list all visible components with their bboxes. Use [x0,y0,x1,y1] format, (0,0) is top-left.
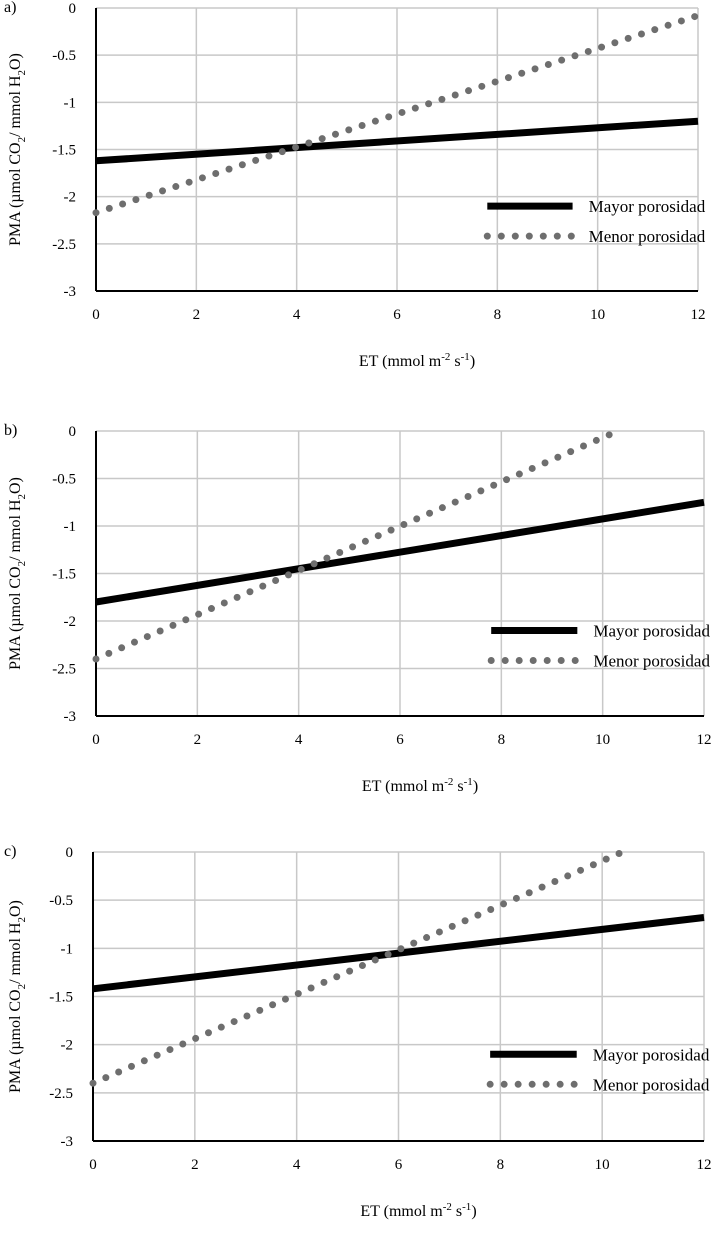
y-tick-label: -1 [61,941,74,957]
x-tick-label: 6 [393,307,401,323]
x-tick-label: 10 [595,732,610,748]
x-tick-label: 4 [293,307,301,323]
y-axis-title: PMA (µmol CO2/ mmol H2O) [7,477,28,670]
x-tick-label: 2 [191,1157,199,1173]
x-tick-label: 12 [697,1157,712,1173]
legend-label-mayor: Mayor porosidad [593,1045,710,1064]
panel-label: c) [4,843,16,860]
x-tick-label: 8 [494,307,502,323]
series-line-menor-porosidad [89,848,626,1087]
y-tick-label: -2 [64,614,77,630]
chart-panel-2: 0 2 4 6 8 10 12 0 -0.5 -1 -1.5 -2 -2.5 -3 b) Mayor poro… [4,422,712,795]
x-tick-label: 6 [395,1157,403,1173]
x-tick-label: 10 [590,307,605,323]
x-axis-title: ET (mmol m-2 s-1) [362,776,478,795]
x-tick-label: 4 [293,1157,301,1173]
y-tick-label: -2 [64,190,77,206]
y-tick-label: -0.5 [52,48,76,64]
x-tick-label: 2 [194,732,202,748]
y-tick-label: 0 [69,424,77,440]
series-line-mayor-porosidad [95,498,705,606]
y-tick-label: 0 [66,845,74,861]
y-tick-label: -1.5 [52,143,76,159]
series-line-menor-porosidad [92,427,622,663]
x-tick-label: 0 [92,732,100,748]
y-tick-label: -2 [61,1038,74,1054]
y-tick-label: 0 [69,1,77,17]
x-tick-label: 2 [193,307,201,323]
x-tick-label: 12 [697,732,712,748]
y-tick-label: -3 [61,1134,74,1150]
x-tick-label: 0 [89,1157,97,1173]
x-axis-title: ET (mmol m-2 s-1) [360,1201,476,1220]
x-axis-title: ET (mmol m-2 s-1) [359,351,475,370]
y-tick-label: -1 [64,519,77,535]
y-tick-label: -3 [64,709,77,725]
series-line-mayor-porosidad [92,914,705,993]
panel-label: a) [4,0,16,16]
x-tick-label: 0 [92,307,100,323]
series-line-mayor-porosidad [95,117,699,165]
y-tick-label: -1.5 [52,567,76,583]
legend-label-menor: Menor porosidad [593,652,710,671]
y-tick-label: -1.5 [49,990,73,1006]
y-tick-label: -0.5 [49,893,73,909]
chart-panel-1: 0 2 4 6 8 10 12 0 -0.5 -1 -1.5 -2 -2.5 -3 a) Mayor poro… [4,0,706,370]
y-tick-label: -2.5 [52,662,76,678]
legend-label-menor: Menor porosidad [593,1075,710,1094]
x-tick-label: 10 [595,1157,610,1173]
x-tick-label: 12 [691,307,706,323]
legend-label-menor: Menor porosidad [589,227,706,246]
x-tick-label: 4 [295,732,303,748]
y-tick-label: -2.5 [49,1086,73,1102]
y-tick-label: -3 [64,284,77,300]
chart-panel-3: 0 2 4 6 8 10 12 0 -0.5 -1 -1.5 -2 -2.5 -3 c) Mayor poro… [4,843,712,1220]
panel-label: b) [4,422,17,439]
x-tick-label: 8 [498,732,506,748]
x-tick-label: 8 [497,1157,505,1173]
x-tick-label: 6 [396,732,404,748]
legend-label-mayor: Mayor porosidad [589,197,706,216]
y-axis-title: PMA (µmol CO2/ mmol H2O) [7,53,28,246]
legend-label-mayor: Mayor porosidad [593,622,710,641]
y-axis-title: PMA (µmol CO2/ mmol H2O) [7,900,28,1093]
y-tick-label: -0.5 [52,472,76,488]
y-tick-label: -2.5 [52,237,76,253]
y-tick-label: -1 [64,95,77,111]
